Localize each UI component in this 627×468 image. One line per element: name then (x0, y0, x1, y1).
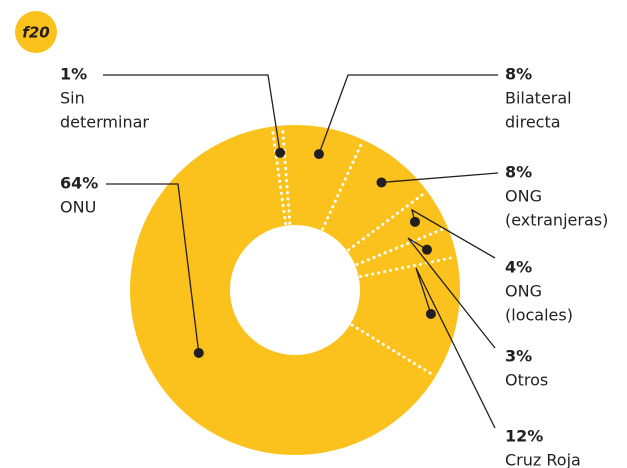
marker-dot (421, 244, 432, 255)
category-label: Otros (505, 371, 548, 390)
value-label: 4% (505, 258, 532, 277)
leader-line (106, 183, 200, 354)
category-label: Sin (60, 89, 85, 108)
category-label: directa (505, 113, 561, 132)
value-label: 64% (60, 174, 98, 193)
separator (350, 323, 436, 377)
category-label: Bilateral (505, 89, 572, 108)
category-label: (locales) (505, 306, 573, 325)
marker-dot (409, 216, 420, 227)
slice (355, 227, 457, 277)
category-label: Cruz Roja (505, 451, 581, 468)
category-label: ONG (505, 187, 542, 206)
value-label: 8% (505, 163, 532, 182)
marker-dot (425, 308, 436, 319)
category-label: ONU (60, 198, 96, 217)
marker-dot (313, 149, 324, 160)
separator (355, 226, 448, 266)
value-label: 3% (505, 347, 532, 366)
badge-circle (15, 11, 57, 53)
marker-dot (193, 347, 204, 358)
separator (270, 127, 288, 226)
leader-line (103, 74, 281, 153)
category-label: (extranjeras) (505, 211, 608, 230)
leader-line (415, 267, 496, 429)
separator (347, 190, 428, 252)
marker-dot (275, 147, 286, 158)
separator (321, 140, 364, 231)
value-label: 1% (60, 65, 87, 84)
badge: f20 (22, 24, 49, 42)
leader-line (381, 172, 499, 184)
slice (282, 125, 364, 231)
leader-line (318, 74, 498, 155)
value-label: 8% (505, 65, 532, 84)
marker-dot (376, 177, 387, 188)
slice (347, 191, 448, 266)
category-label: determinar (60, 113, 149, 132)
slice (321, 139, 428, 252)
value-label: 12% (505, 427, 543, 446)
leader-line (407, 237, 496, 349)
separator (359, 255, 457, 279)
separator (280, 125, 292, 225)
slice (350, 256, 460, 377)
category-label: ONG (505, 282, 542, 301)
slice (129, 126, 436, 455)
